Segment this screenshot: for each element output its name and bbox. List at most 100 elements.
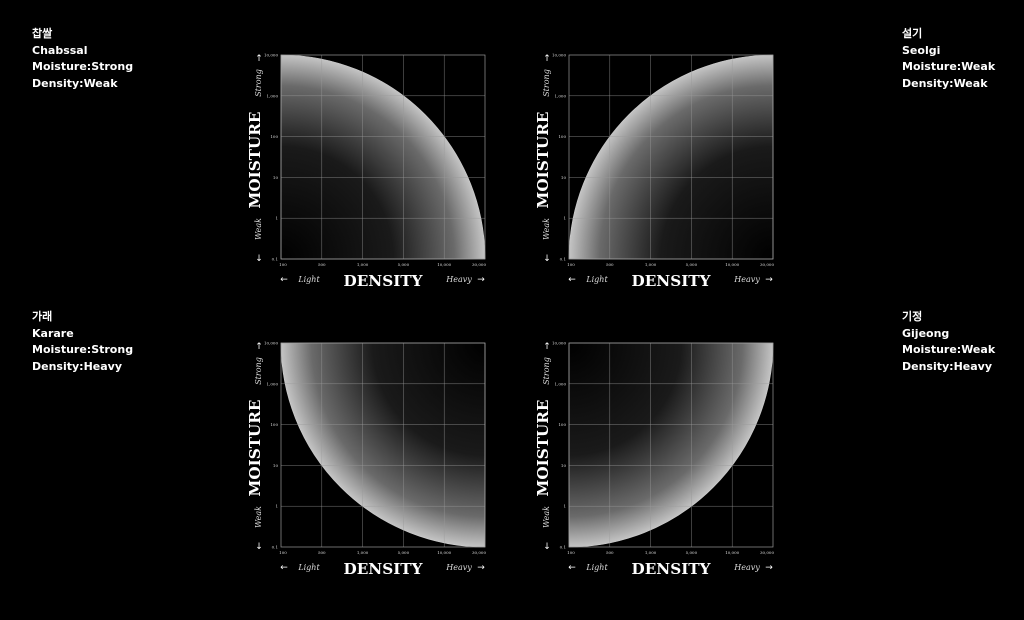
y-tick-label: 10,000 — [264, 53, 278, 58]
y-weak-label: Weak — [542, 506, 551, 528]
x-tick-label: 30,000 — [472, 550, 486, 555]
panel-chabssal: 0.1 1 10 100 1,000 10,000 100 500 1,000 5,000 10,0… — [246, 53, 486, 291]
rice-name: Karare — [32, 326, 74, 340]
x-light-label: Light — [297, 275, 320, 284]
x-heavy-label: Heavy — [733, 275, 760, 284]
x-tick-label: 1,000 — [645, 262, 657, 267]
korean-name: 설기 — [902, 27, 923, 40]
y-tick-label: 100 — [558, 134, 566, 139]
density-value: Density:Heavy — [32, 359, 122, 373]
plot-frame — [280, 54, 486, 260]
x-tick-label: 10,000 — [725, 262, 739, 267]
rice-name: Chabssal — [32, 43, 88, 57]
left-arrow-icon: ← — [280, 275, 288, 285]
y-strong-label: Strong — [254, 69, 263, 97]
x-light-label: Light — [585, 563, 608, 572]
x-tick-label: 30,000 — [472, 262, 486, 267]
moisture-density-area — [568, 54, 774, 260]
x-axis-title: DENSITY — [632, 560, 711, 578]
y-tick-label: 100 — [270, 422, 278, 427]
moisture-density-area — [280, 54, 486, 260]
down-arrow-icon: ↓ — [543, 542, 551, 552]
x-tick-label: 500 — [606, 262, 614, 267]
x-tick-label: 500 — [606, 550, 614, 555]
x-tick-label: 500 — [318, 262, 326, 267]
right-arrow-icon: → — [477, 563, 485, 573]
x-tick-label: 1,000 — [357, 550, 369, 555]
right-arrow-icon: → — [765, 563, 773, 573]
y-strong-label: Strong — [254, 357, 263, 385]
left-arrow-icon: ← — [568, 275, 576, 285]
y-strong-label: Strong — [542, 69, 551, 97]
plot-frame — [280, 342, 486, 548]
moisture-value: Moisture:Weak — [902, 60, 996, 73]
y-tick-label: 10 — [273, 463, 279, 468]
label-chabssal: 찹쌀 Chabssal Moisture:Strong Density:Weak — [32, 26, 133, 92]
density-value: Density:Weak — [32, 76, 118, 90]
y-tick-label: 1,000 — [267, 93, 279, 98]
y-axis-title: MOISTURE — [534, 400, 552, 497]
x-tick-label: 100 — [567, 262, 575, 267]
y-tick-label: 100 — [270, 134, 278, 139]
korean-name: 찹쌀 — [32, 27, 53, 40]
x-axis-title: DENSITY — [632, 272, 711, 290]
down-arrow-icon: ↓ — [543, 254, 551, 264]
x-light-label: Light — [297, 563, 320, 572]
left-arrow-icon: ← — [568, 563, 576, 573]
y-strong-label: Strong — [542, 357, 551, 385]
moisture-value: Moisture:Weak — [902, 343, 996, 356]
moisture-value: Moisture:Strong — [32, 343, 134, 356]
y-tick-label: 1 — [275, 216, 278, 221]
up-arrow-icon: ↑ — [543, 342, 551, 352]
y-weak-label: Weak — [254, 218, 263, 240]
y-weak-label: Weak — [254, 506, 263, 528]
down-arrow-icon: ↓ — [255, 542, 263, 552]
y-tick-label: 10,000 — [552, 341, 566, 346]
x-tick-label: 5,000 — [686, 262, 698, 267]
y-tick-label: 10 — [561, 175, 567, 180]
label-karare: 가래 Karare Moisture:Strong Density:Heavy — [32, 309, 133, 375]
right-arrow-icon: → — [477, 275, 485, 285]
x-light-label: Light — [585, 275, 608, 284]
moisture-value: Moisture:Strong — [32, 60, 134, 73]
x-tick-label: 30,000 — [760, 262, 774, 267]
y-axis-title: MOISTURE — [534, 112, 552, 209]
x-tick-label: 10,000 — [437, 550, 451, 555]
up-arrow-icon: ↑ — [255, 342, 263, 352]
y-tick-label: 1,000 — [555, 93, 567, 98]
x-tick-label: 1,000 — [357, 262, 369, 267]
panel-gijeong: 0.1 1 10 100 1,000 10,000 100 500 1,000 5,000 10,0… — [534, 341, 774, 579]
x-heavy-label: Heavy — [445, 563, 472, 572]
x-tick-label: 100 — [279, 550, 287, 555]
x-tick-label: 100 — [567, 550, 575, 555]
up-arrow-icon: ↑ — [543, 54, 551, 64]
label-seolgi: 설기 Seolgi Moisture:Weak Density:Weak — [902, 26, 995, 92]
plot-frame — [568, 54, 774, 260]
panel-karare: 0.1 1 10 100 1,000 10,000 100 500 1,000 5,000 10,0… — [246, 341, 486, 579]
up-arrow-icon: ↑ — [255, 54, 263, 64]
y-tick-label: 10,000 — [264, 341, 278, 346]
density-value: Density:Heavy — [902, 359, 992, 373]
y-tick-label: 10 — [561, 463, 567, 468]
x-tick-label: 5,000 — [398, 550, 410, 555]
y-tick-label: 1,000 — [555, 381, 567, 386]
panel-seolgi: 0.1 1 10 100 1,000 10,000 100 500 1,000 5,000 10,0… — [534, 53, 774, 291]
label-gijeong: 기정 Gijeong Moisture:Weak Density:Heavy — [902, 309, 995, 375]
moisture-density-area — [280, 342, 486, 548]
x-tick-label: 100 — [279, 262, 287, 267]
y-tick-label: 1 — [275, 504, 278, 509]
down-arrow-icon: ↓ — [255, 254, 263, 264]
y-tick-label: 0.1 — [272, 545, 278, 550]
x-tick-label: 5,000 — [686, 550, 698, 555]
y-tick-label: 0.1 — [272, 257, 278, 262]
y-tick-label: 0.1 — [560, 545, 566, 550]
x-tick-label: 10,000 — [437, 262, 451, 267]
y-tick-label: 1 — [563, 504, 566, 509]
x-tick-label: 500 — [318, 550, 326, 555]
y-weak-label: Weak — [542, 218, 551, 240]
y-tick-label: 10,000 — [552, 53, 566, 58]
korean-name: 가래 — [32, 310, 53, 323]
x-tick-label: 10,000 — [725, 550, 739, 555]
y-tick-label: 10 — [273, 175, 279, 180]
